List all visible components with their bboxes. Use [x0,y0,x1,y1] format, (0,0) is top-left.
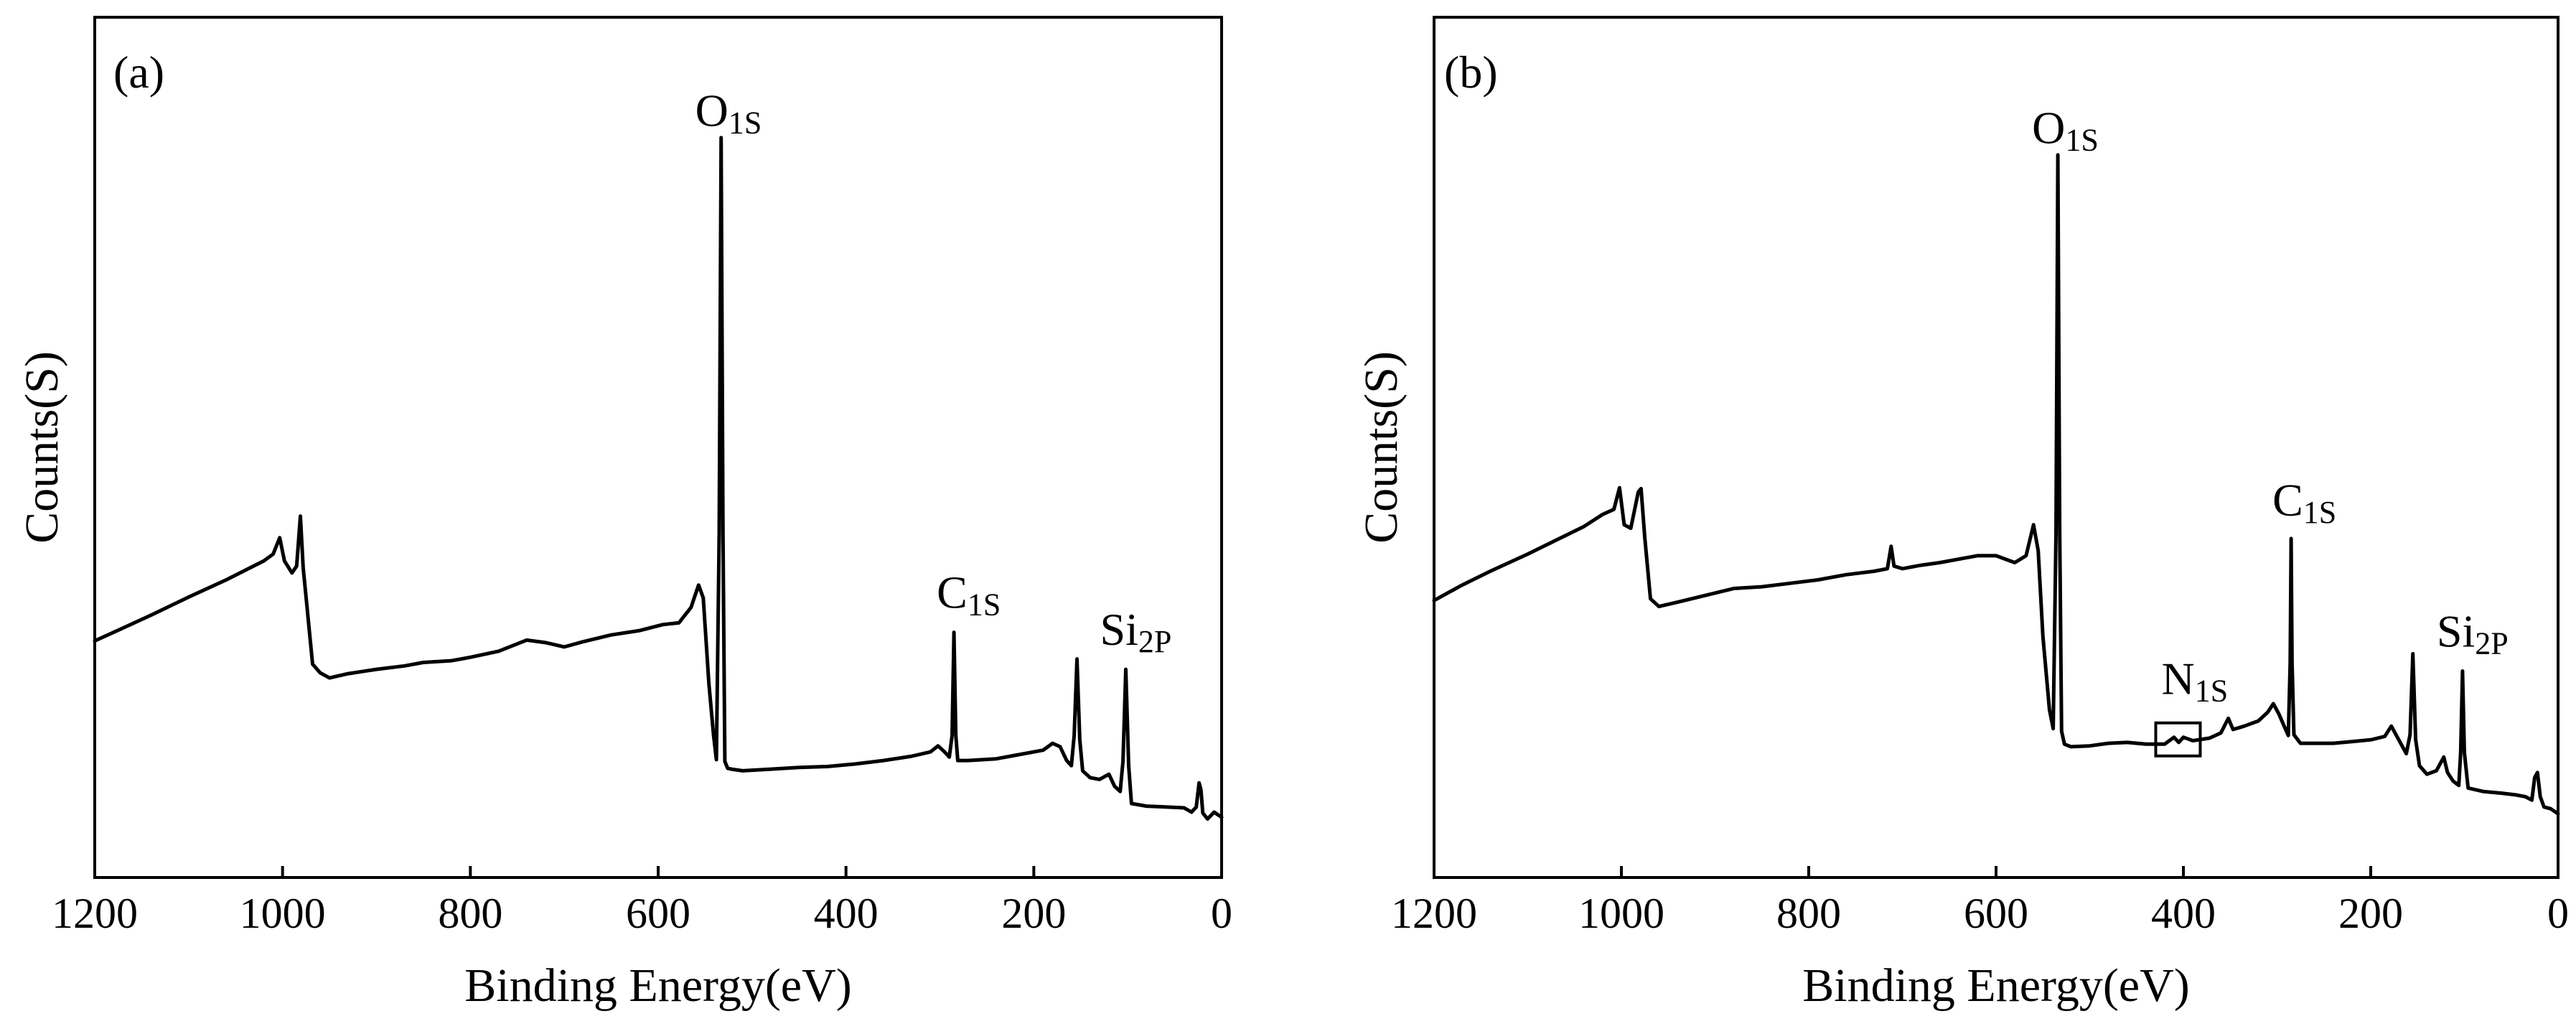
x-axis-label: Binding Energy(eV) [464,959,852,1012]
peak-label-c1s: C1S [2272,475,2336,530]
peak-element: C [2272,475,2303,526]
peak-subscript: 1S [968,587,1001,623]
peak-subscript: 1S [2303,495,2336,530]
peak-subscript: 1S [2065,123,2098,158]
x-tick-labels: 1200 1000 800 600 400 200 0 [1391,890,2569,937]
x-tick-label: 1200 [52,890,138,937]
peak-label-si2p: Si2P [2437,605,2509,661]
peak-label-o1s: O1S [695,85,762,141]
chart-panel-b: (b) Counts(S) Binding Energy(eV) 1200 10… [1355,16,2569,1012]
x-tick-label: 0 [2547,890,2569,937]
peak-element: C [937,567,968,618]
spectrum-line [1432,153,2560,816]
n1s-highlight-box [2154,721,2202,758]
spectrum-line [93,136,1224,821]
panel-label: (b) [1444,47,1498,98]
peak-element: N [2161,653,2194,704]
x-tick-label: 200 [1001,890,1066,937]
peak-subscript: 1S [729,106,762,141]
peak-subscript: 2P [2475,625,2508,661]
x-tick-label: 200 [2338,890,2403,937]
peak-subscript: 2P [1138,624,1171,659]
panel-label: (a) [113,47,164,98]
x-tick-label: 0 [1211,890,1232,937]
x-tick-label: 400 [814,890,879,937]
x-ticks [1433,866,2559,877]
peak-element: Si [2437,605,2475,656]
x-tick-label: 800 [438,890,502,937]
x-tick-label: 600 [626,890,690,937]
peak-subscript: 1S [2195,674,2228,709]
peak-label-c1s: C1S [937,567,1001,623]
peak-label-n1s: N1S [2161,653,2228,709]
plot-frame [93,16,1223,879]
x-tick-labels: 1200 1000 800 600 400 200 0 [52,890,1232,937]
y-axis-label: Counts(S) [1355,351,1408,544]
peak-label-si2p: Si2P [1100,604,1172,659]
peak-element: Si [1100,604,1138,655]
x-tick-label: 600 [1964,890,2028,937]
peak-element: O [695,85,729,136]
x-tick-label: 1200 [1391,890,1477,937]
peak-element: O [2032,103,2065,154]
peak-labels: O1S C1S Si2P [695,85,1172,659]
plot-frame [1433,16,2559,879]
x-tick-label: 400 [2151,890,2216,937]
x-axis-label: Binding Energy(eV) [1802,959,2190,1012]
peak-label-o1s: O1S [2032,103,2099,158]
peak-labels: O1S N1S C1S Si2P [2032,103,2509,709]
x-tick-label: 1000 [1578,890,1664,937]
chart-panel-a: (a) Counts(S) Binding Energy(eV) 1200 10… [16,16,1232,1012]
x-tick-label: 1000 [240,890,326,937]
x-ticks [93,866,1223,877]
x-tick-label: 800 [1776,890,1841,937]
y-axis-label: Counts(S) [16,351,68,544]
